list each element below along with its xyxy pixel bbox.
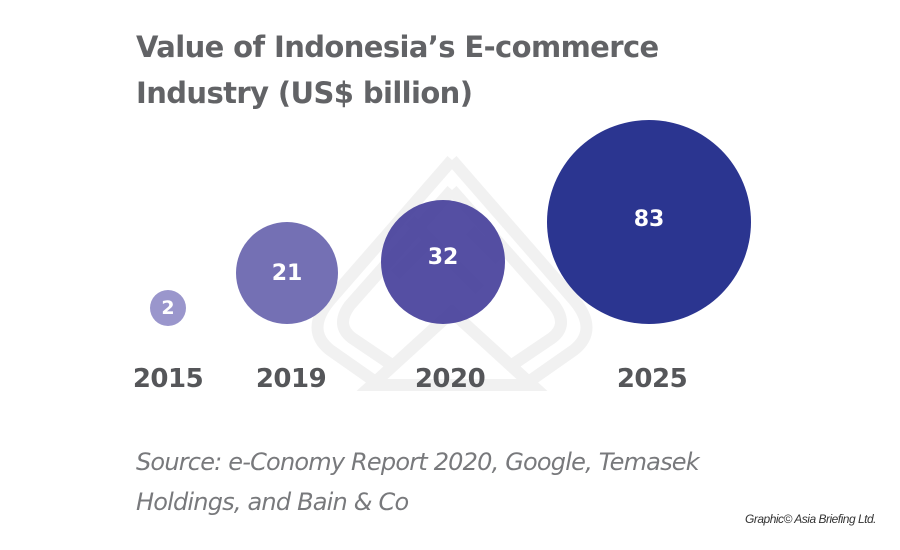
bubble-2019: 21 bbox=[236, 222, 338, 324]
source-line-1: Source: e-Conomy Report 2020, Google, Te… bbox=[136, 448, 700, 476]
chart-title-line-2: Industry (US$ billion) bbox=[136, 76, 473, 110]
bubble-value-2019: 21 bbox=[271, 260, 303, 286]
graphic-credit: Graphic© Asia Briefing Ltd. bbox=[745, 512, 876, 526]
bubble-value-2025: 83 bbox=[633, 206, 665, 232]
year-label-2020: 2020 bbox=[414, 364, 486, 394]
bubble-2020: 32 bbox=[381, 200, 505, 324]
chart-title-line-1: Value of Indonesia’s E-commerce bbox=[136, 30, 659, 64]
source-line-2: Holdings, and Bain & Co bbox=[136, 488, 409, 516]
year-label-2025: 2025 bbox=[616, 364, 688, 394]
year-label-2015: 2015 bbox=[132, 364, 204, 394]
chart-title: Value of Indonesia’s E-commerce Industry… bbox=[136, 24, 736, 116]
year-label-2019: 2019 bbox=[255, 364, 327, 394]
source-note: Source: e-Conomy Report 2020, Google, Te… bbox=[136, 442, 776, 522]
bubble-value-2020: 32 bbox=[427, 244, 459, 270]
bubble-value-2015: 2 bbox=[161, 297, 175, 319]
bubble-2025: 83 bbox=[547, 120, 751, 324]
bubble-2015: 2 bbox=[150, 290, 186, 326]
